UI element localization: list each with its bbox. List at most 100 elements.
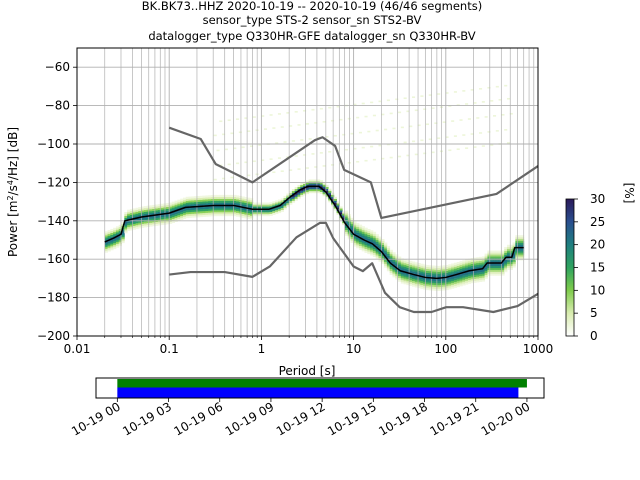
density-cell <box>378 242 382 245</box>
density-cell <box>196 197 201 201</box>
density-cell-faint <box>224 148 228 151</box>
density-cell <box>124 212 128 215</box>
density-cell <box>297 184 301 188</box>
density-cell <box>261 212 265 215</box>
density-cell <box>199 201 203 204</box>
density-cell <box>336 205 340 208</box>
density-cell <box>210 210 215 213</box>
density-cell <box>244 216 248 219</box>
density-cell <box>272 210 276 214</box>
density-cell <box>107 235 111 239</box>
density-cell <box>467 279 472 282</box>
density-cell <box>372 241 377 244</box>
density-cell <box>389 257 393 260</box>
density-cell <box>224 198 229 201</box>
density-cell-faint <box>479 132 483 134</box>
density-cell <box>442 269 446 272</box>
density-cell <box>506 252 511 255</box>
density-cell <box>110 246 114 249</box>
density-cell <box>361 249 365 252</box>
density-cell <box>400 279 405 282</box>
density-cell <box>504 252 508 255</box>
density-cell <box>356 223 360 226</box>
density-cell <box>395 254 399 257</box>
density-cell <box>141 214 145 217</box>
density-cell <box>409 268 413 271</box>
density-cell <box>157 217 162 220</box>
density-cell <box>250 198 254 201</box>
density-cell <box>210 195 215 198</box>
density-cell <box>244 200 248 204</box>
y-axis-label: Power [m2/s4/Hz] [dB] <box>6 127 20 257</box>
density-cell <box>325 190 329 193</box>
density-cell <box>406 261 410 265</box>
density-cell <box>490 256 494 259</box>
density-cell <box>414 268 419 271</box>
density-cell <box>331 204 335 207</box>
density-cell <box>437 287 441 290</box>
density-cell <box>459 274 463 277</box>
y-tick-label: −180 <box>37 291 70 305</box>
density-cell <box>216 208 220 211</box>
density-cell <box>157 215 162 218</box>
density-cell <box>311 183 315 186</box>
density-cell <box>121 239 125 242</box>
density-cell <box>414 283 419 286</box>
density-cell-faint <box>506 97 511 100</box>
density-cell <box>160 215 164 218</box>
density-cell <box>208 202 212 206</box>
density-cell <box>236 212 240 215</box>
density-cell <box>372 252 377 255</box>
density-cell <box>515 248 519 251</box>
density-cell-faint <box>336 105 340 108</box>
density-cell <box>166 218 170 221</box>
density-cell <box>487 269 491 272</box>
density-cell <box>244 214 248 217</box>
density-cell <box>509 267 513 270</box>
density-cell <box>476 280 480 283</box>
density-cell <box>484 261 488 264</box>
density-cell <box>398 268 402 271</box>
density-cell <box>445 272 449 275</box>
density-cell <box>414 264 419 267</box>
density-cell <box>188 208 192 211</box>
colorbar-tick-label: 0 <box>590 329 598 343</box>
density-cell <box>403 259 407 262</box>
density-cell <box>498 260 502 263</box>
density-cell <box>155 212 159 215</box>
density-cell <box>473 271 477 274</box>
density-cell <box>417 278 421 281</box>
density-cell-faint <box>411 140 416 143</box>
density-cell <box>398 275 402 278</box>
density-cell <box>317 183 321 186</box>
density-cell <box>409 262 413 265</box>
density-cell <box>230 212 234 215</box>
density-cell <box>286 205 290 208</box>
density-cell <box>196 211 201 214</box>
colorbar-tick-label: 20 <box>590 238 605 252</box>
density-cell-faint <box>490 144 494 146</box>
density-cell <box>358 224 363 227</box>
density-cell <box>233 212 237 215</box>
density-cell <box>202 195 206 198</box>
density-cell <box>314 183 318 186</box>
density-cell <box>375 234 379 237</box>
density-cell <box>303 193 307 196</box>
density-cell <box>467 268 472 271</box>
density-cell <box>395 271 399 274</box>
density-cell <box>230 214 234 217</box>
density-cell <box>233 206 237 209</box>
density-cell <box>160 222 164 226</box>
density-cell <box>467 264 472 267</box>
density-cell-faint <box>479 88 483 90</box>
density-cell <box>403 276 407 279</box>
density-cell <box>431 282 435 285</box>
density-cell <box>476 270 480 273</box>
density-cell-faint <box>219 164 223 167</box>
density-cell <box>219 194 223 197</box>
density-cell <box>498 264 502 267</box>
density-cell <box>456 267 460 270</box>
density-cell <box>325 194 329 197</box>
density-cell <box>219 198 223 201</box>
density-cell <box>353 232 357 236</box>
